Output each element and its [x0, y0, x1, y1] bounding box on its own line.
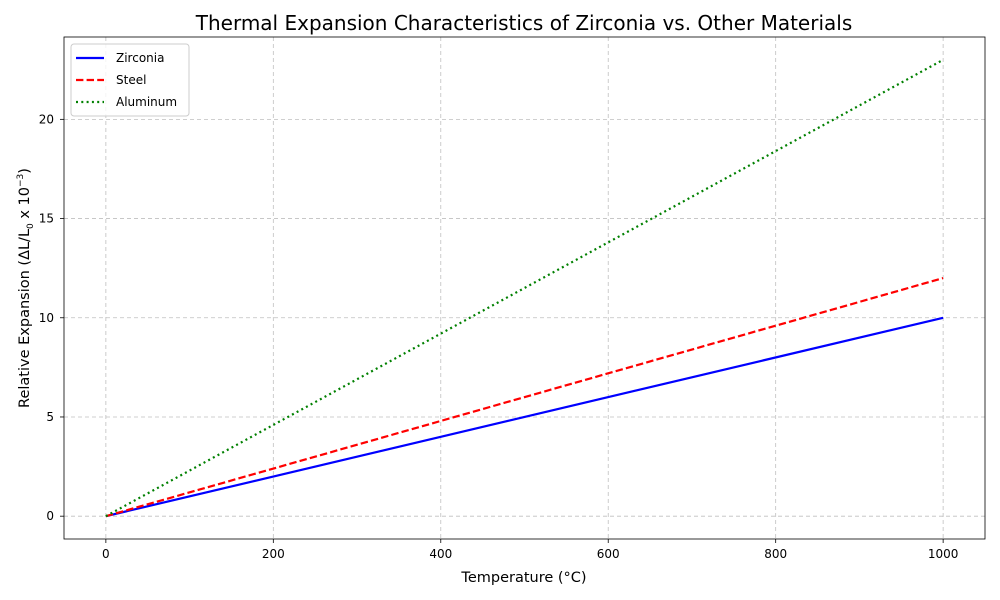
y-axis-label-exponent: −3	[16, 174, 26, 187]
x-tick-label: 600	[597, 547, 620, 561]
legend-label-steel: Steel	[116, 73, 146, 87]
y-tick-label: 15	[39, 212, 54, 226]
series-line-zirconia	[105, 316, 944, 518]
chart-title: Thermal Expansion Characteristics of Zir…	[195, 11, 853, 35]
legend: Zirconia Steel Aluminum	[70, 43, 190, 117]
y-axis-label-subscript: 0	[26, 223, 36, 229]
y-axis-label-scale: x 10	[17, 187, 33, 223]
x-tick-label: 1000	[928, 547, 959, 561]
y-tick-label: 20	[39, 112, 54, 126]
series-line-aluminum	[105, 58, 944, 518]
legend-label-aluminum: Aluminum	[116, 95, 177, 109]
legend-label-zirconia: Zirconia	[116, 51, 164, 65]
y-tick-label: 5	[46, 410, 54, 424]
ticks: 0 200 400 600 800 1000 0 5 10 15 20	[39, 112, 959, 561]
x-tick-label: 800	[764, 547, 787, 561]
series-layer	[105, 58, 944, 518]
y-axis-label: Relative Expansion (ΔL/L0 x 10−3)	[16, 168, 36, 408]
plot-frame	[63, 36, 986, 540]
y-tick-label: 10	[39, 311, 54, 325]
y-axis-label-main: Relative Expansion (ΔL/L	[17, 229, 33, 408]
series-line-steel	[105, 277, 944, 518]
x-axis-label: Temperature (°C)	[460, 570, 586, 586]
x-tick-label: 0	[102, 547, 110, 561]
y-axis-label-close: )	[17, 168, 33, 174]
x-tick-label: 200	[262, 547, 285, 561]
legend-box	[70, 43, 190, 117]
x-tick-label: 400	[429, 547, 452, 561]
y-tick-label: 0	[46, 509, 54, 523]
